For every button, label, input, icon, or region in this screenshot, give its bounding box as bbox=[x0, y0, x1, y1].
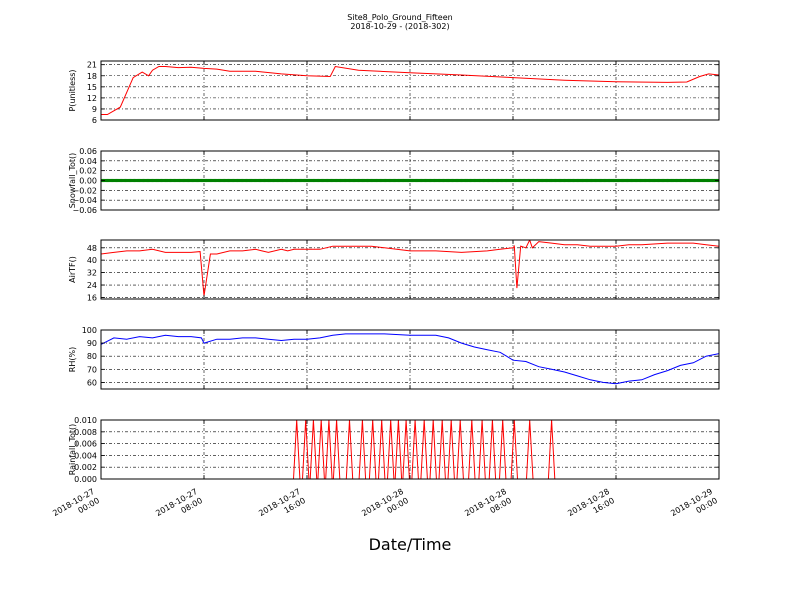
y-axis-label: Snowfall_Tot() bbox=[68, 153, 77, 209]
y-tick-label: 32 bbox=[87, 269, 97, 278]
y-tick-label: 40 bbox=[87, 256, 97, 265]
y-tick-label: −0.04 bbox=[72, 196, 97, 205]
data-line bbox=[101, 333, 719, 385]
series-3 bbox=[101, 240, 719, 296]
y-tick-label: 6 bbox=[92, 116, 97, 125]
y-tick-label: 0.006 bbox=[74, 440, 97, 449]
y-tick-label: 60 bbox=[87, 378, 97, 387]
y-tick-label: −0.06 bbox=[72, 206, 97, 215]
figure-subtitle: 2018-10-29 - (2018-302) bbox=[350, 22, 449, 31]
y-axis-label: P(unitless) bbox=[68, 69, 77, 111]
y-tick-label: 0.010 bbox=[74, 416, 97, 425]
y-tick-label: 100 bbox=[82, 326, 97, 335]
y-tick-label: 12 bbox=[87, 94, 97, 103]
series-1 bbox=[101, 65, 719, 115]
panel-2: −0.06−0.04−0.020.000.020.040.06Snowfall_… bbox=[68, 147, 720, 215]
series-4 bbox=[101, 333, 719, 385]
y-axis-label: Rainfall_Tot() bbox=[68, 424, 77, 476]
y-tick-label: 80 bbox=[87, 352, 97, 361]
panel-3: 16 24 32 40 48 AirTF() bbox=[68, 239, 720, 302]
y-tick-label: 15 bbox=[87, 83, 97, 92]
y-tick-label: 0.000 bbox=[74, 475, 97, 484]
panel-5: 0.000 0.002 0.004 0.006 0.008 0.010Rainfall_T… bbox=[68, 416, 720, 484]
y-axis-label: AirTF() bbox=[68, 256, 77, 283]
y-tick-label: 18 bbox=[87, 72, 97, 81]
y-tick-label: 0.008 bbox=[74, 428, 97, 437]
y-tick-label: 48 bbox=[87, 244, 97, 253]
y-tick-label: 0.00 bbox=[79, 177, 97, 186]
series-2 bbox=[101, 178, 719, 183]
data-line bbox=[101, 240, 719, 296]
panel-1: 6 9 12 15 18 21 P(unitless) bbox=[68, 60, 720, 125]
x-axis-label: Date/Time bbox=[369, 535, 452, 554]
y-tick-label: 90 bbox=[87, 339, 97, 348]
y-tick-label: 24 bbox=[87, 281, 97, 290]
y-axis-label: RH(%) bbox=[68, 347, 77, 372]
y-tick-label: 0.02 bbox=[79, 167, 97, 176]
y-tick-label: 21 bbox=[87, 61, 97, 70]
panels: 6912151821P(unitless)−0.06−0.04−0.020.00… bbox=[68, 60, 720, 484]
y-tick-label: 9 bbox=[92, 105, 97, 114]
y-tick-label: 0.004 bbox=[74, 451, 97, 460]
y-tick-label: 0.002 bbox=[74, 463, 97, 472]
y-tick-label: 70 bbox=[87, 365, 97, 374]
y-tick-label: 0.04 bbox=[79, 157, 97, 166]
data-line bbox=[101, 65, 719, 115]
y-tick-label: −0.02 bbox=[72, 186, 97, 195]
figure-title: Site8_Polo_Ground_Fifteen bbox=[347, 13, 452, 22]
y-tick-label: 16 bbox=[87, 293, 97, 302]
y-tick-label: 0.06 bbox=[79, 147, 97, 156]
panel-4: 60 70 80 90 100 RH(%) bbox=[68, 326, 720, 390]
